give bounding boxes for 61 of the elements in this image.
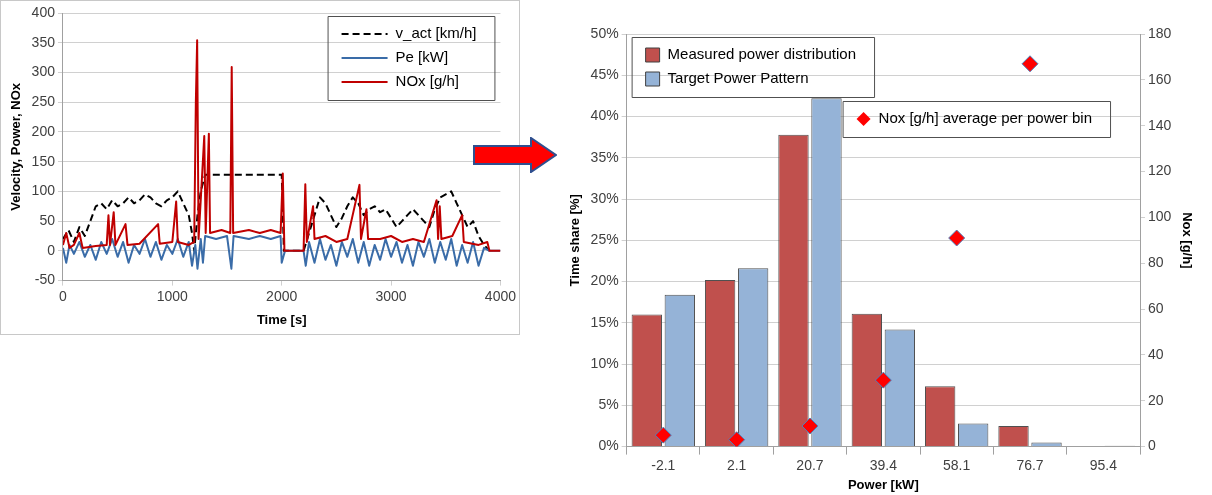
y2-tick-label: 40 xyxy=(1148,345,1164,362)
point xyxy=(654,426,672,444)
point xyxy=(728,431,746,447)
point xyxy=(801,417,819,435)
y2-tick-label: 20 xyxy=(1148,391,1164,408)
legend-label: v_act [km/h] xyxy=(395,24,477,42)
x-tick-label: 39.4 xyxy=(869,456,898,473)
x-tick-label: 95.4 xyxy=(1089,456,1118,473)
x-tick-label: 2.1 xyxy=(726,456,747,473)
y-tick-label: 5% xyxy=(598,396,619,413)
line-series xyxy=(62,173,491,252)
x-tick-label: 0 xyxy=(59,287,68,304)
y2-tick-label: 120 xyxy=(1148,162,1172,179)
x-tick-label: 3000 xyxy=(375,287,407,304)
legend-label: Nox [g/h] average per power bin xyxy=(878,109,1093,127)
legend-label: NOx [g/h] xyxy=(395,72,459,90)
point xyxy=(948,229,966,247)
y-tick-label: 100 xyxy=(31,182,56,199)
x-axis-title: Power [kW] xyxy=(847,476,919,492)
x-tick-label: 20.7 xyxy=(796,456,824,473)
x-tick-label: 76.7 xyxy=(1016,456,1044,473)
y-tick-label: 25% xyxy=(590,231,619,248)
y-tick-label: 0% xyxy=(598,437,619,454)
x-tick-label: 4000 xyxy=(484,287,517,304)
y2-tick-label: 80 xyxy=(1148,254,1164,271)
y-tick-label: 15% xyxy=(590,313,619,330)
legend-label: Measured power distribution xyxy=(667,45,857,63)
y-tick-label: 35% xyxy=(590,148,619,165)
y-tick-label: 50 xyxy=(39,211,56,228)
y-tick-label: 350 xyxy=(31,33,56,50)
x-tick-label: 2000 xyxy=(266,287,298,304)
y-axis-title: Time share [%] xyxy=(567,194,583,287)
x-axis-title: Time [s] xyxy=(256,311,307,327)
y-tick-label: 10% xyxy=(590,354,619,371)
y-tick-label: 40% xyxy=(590,107,619,124)
x-tick-label: 1000 xyxy=(156,287,189,304)
y-axis-title: Velocity, Power, NOx xyxy=(8,82,24,211)
y2-tick-label: 160 xyxy=(1148,70,1172,87)
y-tick-label: 300 xyxy=(31,63,56,80)
y-tick-label: -50 xyxy=(34,271,56,288)
y2-tick-label: 100 xyxy=(1148,208,1172,225)
legend-label: Target Power Pattern xyxy=(667,69,809,87)
x-tick-label: 58.1 xyxy=(943,456,971,473)
y2-axis-title: Nox [g/h] xyxy=(1179,212,1195,269)
y-tick-label: 0 xyxy=(47,241,56,258)
legend-label: Pe [kW] xyxy=(395,48,449,66)
y2-tick-label: 0 xyxy=(1148,437,1157,454)
y-tick-label: 50% xyxy=(590,24,619,41)
y2-tick-label: 140 xyxy=(1148,116,1172,133)
y-tick-label: 30% xyxy=(590,189,619,206)
point xyxy=(874,371,892,389)
y-tick-label: 400 xyxy=(31,3,56,20)
x-tick-label: -2.1 xyxy=(651,456,676,473)
y-tick-label: 20% xyxy=(590,272,619,289)
y-tick-label: 250 xyxy=(31,93,56,110)
y2-tick-label: 180 xyxy=(1148,24,1172,41)
y-tick-label: 45% xyxy=(590,66,619,83)
y-tick-label: 150 xyxy=(31,152,56,169)
y2-tick-label: 60 xyxy=(1148,299,1164,316)
point xyxy=(1021,55,1039,73)
y-tick-label: 200 xyxy=(31,122,56,139)
